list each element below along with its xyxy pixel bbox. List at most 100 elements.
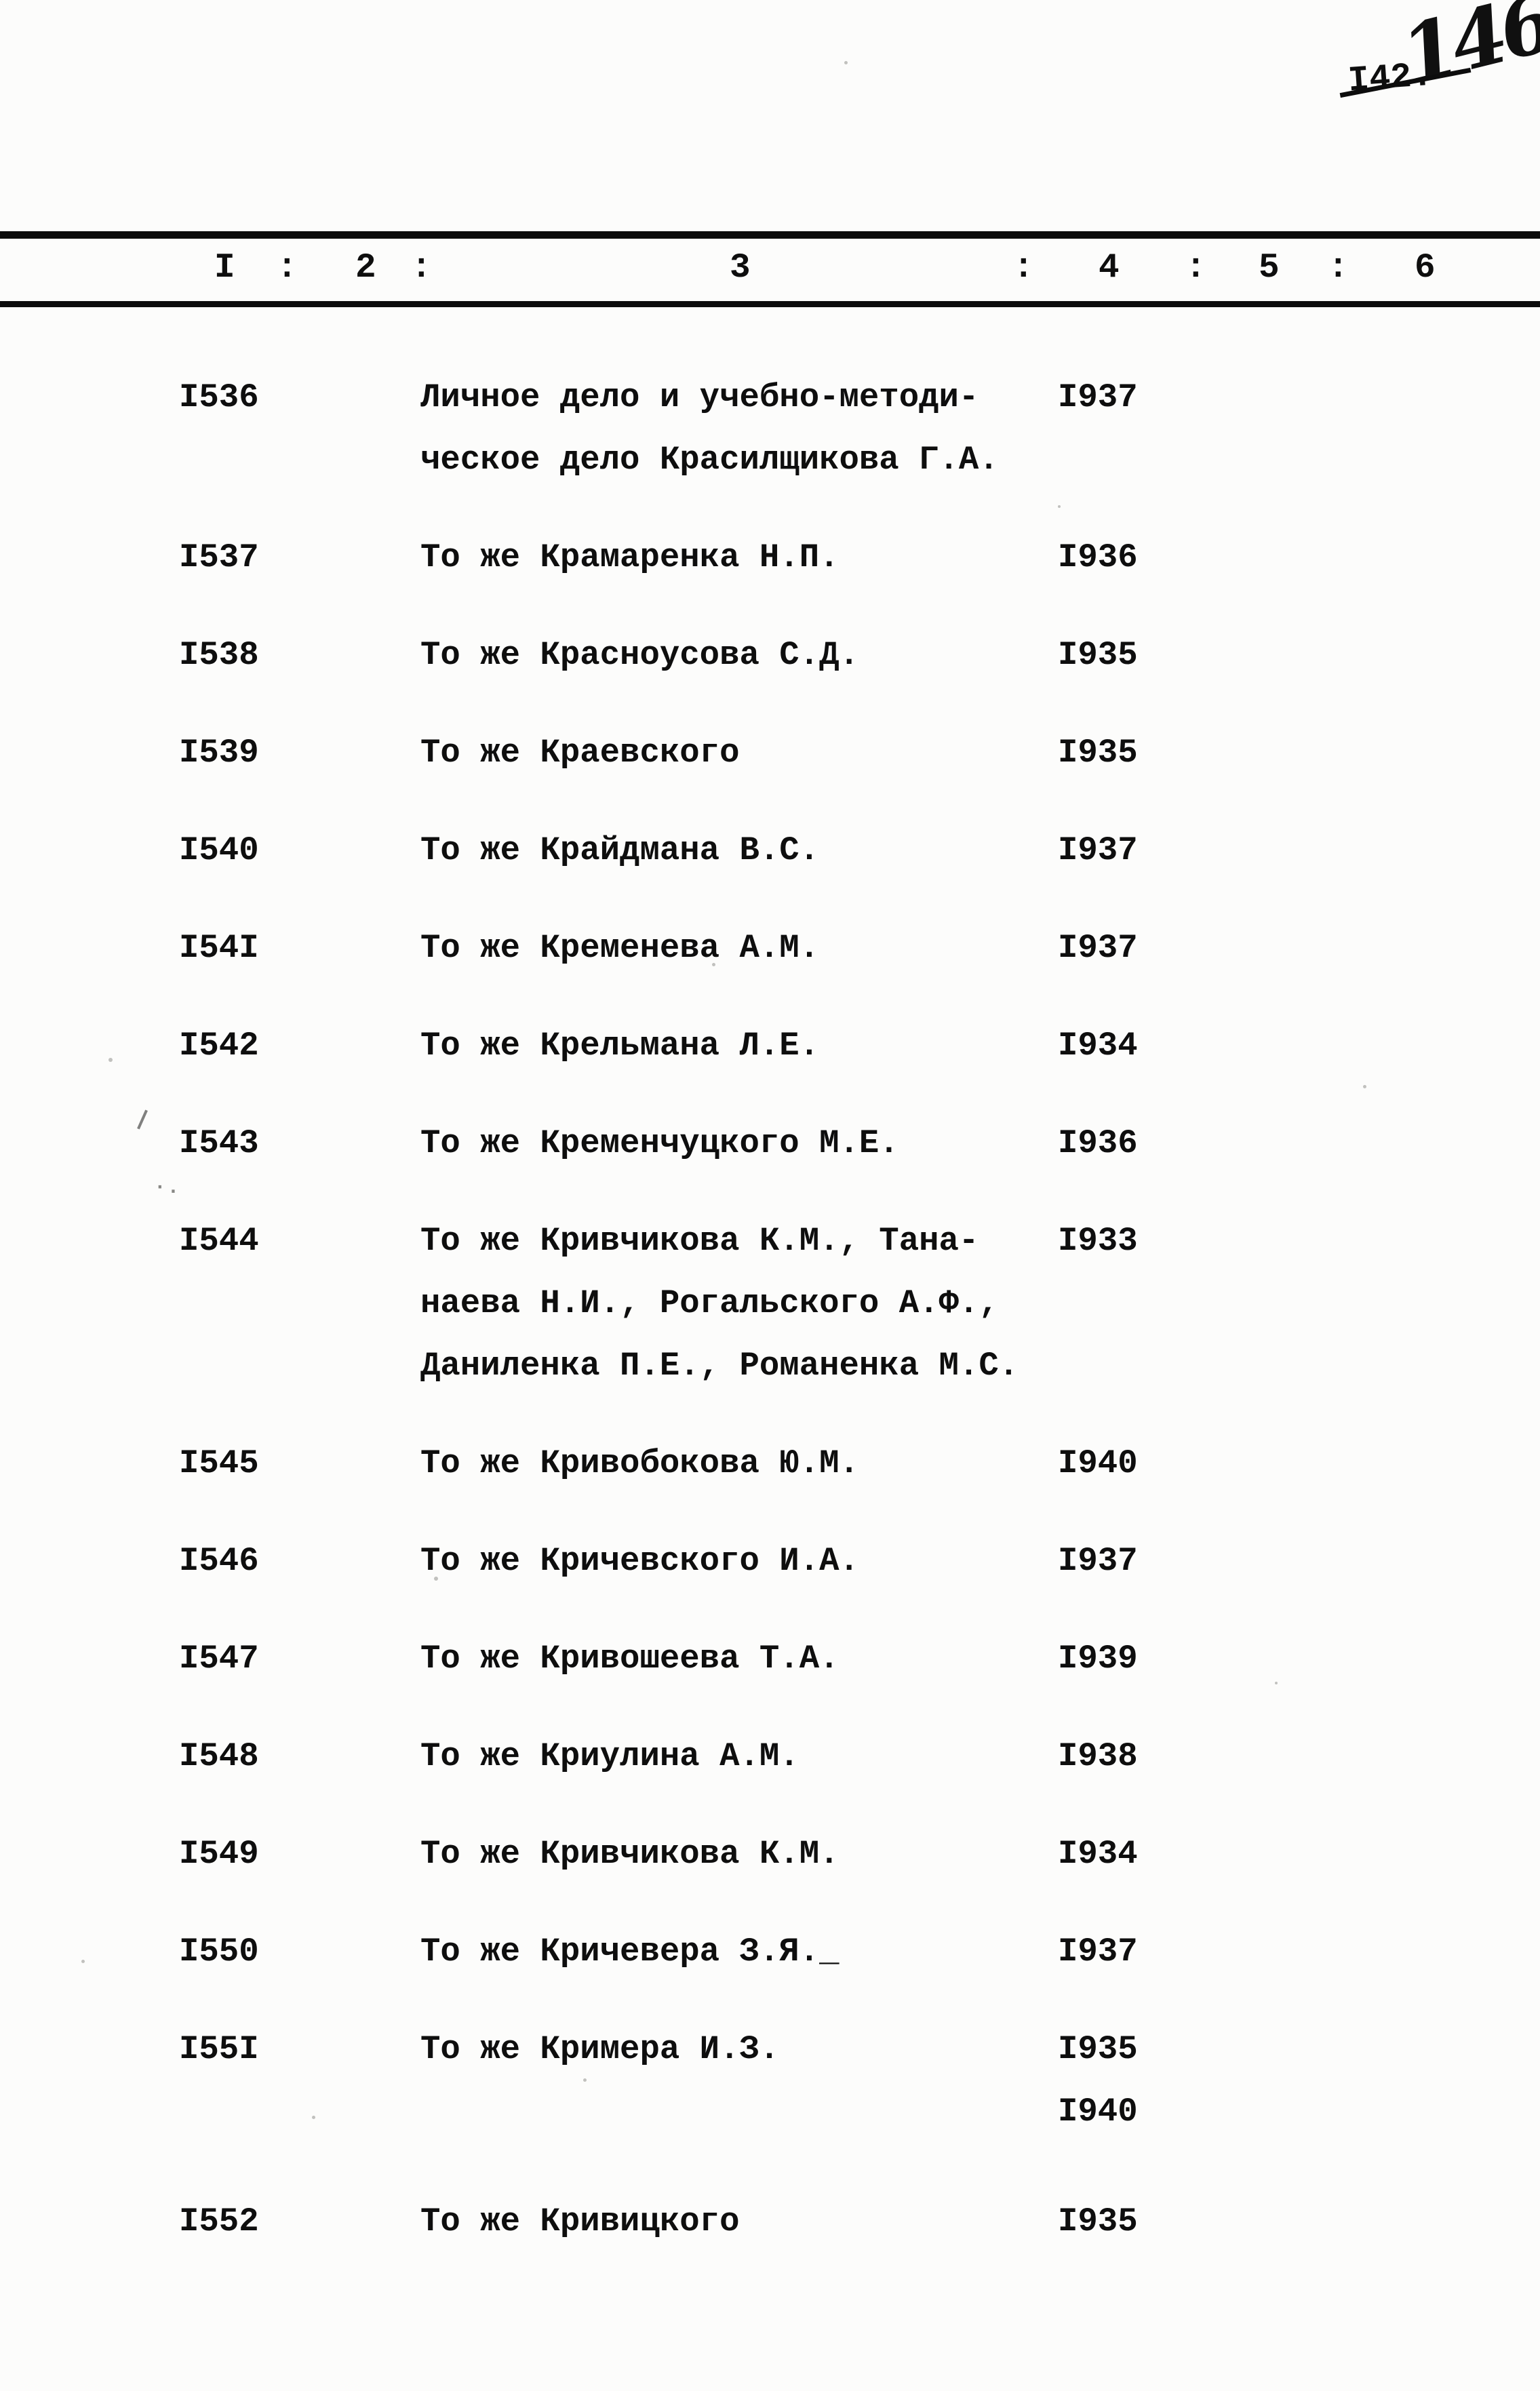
description-line: То же Кривчикова К.М. <box>420 1835 840 1873</box>
description-line: Личное дело и учебно-методи- <box>420 378 979 416</box>
case-years: I935 <box>1058 2190 1275 2253</box>
table-row: I552 То же Кривицкого I935 <box>0 2190 1540 2253</box>
case-number: I546 <box>179 1542 259 1580</box>
description-line: То же Кривобокова Ю.М. <box>420 1444 859 1482</box>
case-years: I937 <box>1058 819 1275 882</box>
year-value: I935 <box>1058 2030 1138 2068</box>
case-years: I936 <box>1058 526 1275 589</box>
description-line: То же Крайдмана В.С. <box>420 831 820 869</box>
scan-speckle <box>81 1960 85 1963</box>
scan-speckle <box>583 2078 587 2082</box>
description-line: То же Красноусова С.Д. <box>420 636 859 674</box>
case-description: То же Криулина А.М. <box>420 1725 1058 1787</box>
year-value: I934 <box>1058 1835 1138 1873</box>
column-header-2: 2 <box>355 249 376 288</box>
case-description: То же Крайдмана В.С. <box>420 819 1058 882</box>
year-value: I933 <box>1058 1222 1138 1260</box>
case-description: То же Кричевера З.Я._ <box>420 1920 1058 1983</box>
case-number: I539 <box>179 734 259 772</box>
description-line: То же Кременева А.М. <box>420 929 820 967</box>
case-years: I934 <box>1058 1014 1275 1077</box>
description-line: Даниленка П.Е., Романенка М.С. <box>420 1347 1019 1385</box>
case-number: I548 <box>179 1737 259 1775</box>
description-line: То же Криулина А.М. <box>420 1737 799 1775</box>
year-value: I937 <box>1058 929 1138 967</box>
scan-speckle <box>108 1058 113 1062</box>
case-description: То же Кривошеева Т.А. <box>420 1627 1058 1690</box>
description-line: То же Кривошеева Т.А. <box>420 1640 840 1678</box>
case-description: То же Красноусова С.Д. <box>420 624 1058 686</box>
description-line: То же Кривчикова К.М., Тана- <box>420 1222 979 1260</box>
case-description: То же Кривчикова К.М., Тана- наева Н.И.,… <box>420 1210 1058 1397</box>
case-number: I538 <box>179 636 259 674</box>
case-description: То же Кривобокова Ю.М. <box>420 1432 1058 1495</box>
case-number: I545 <box>179 1444 259 1482</box>
scan-speckle <box>1058 505 1061 508</box>
year-value: I935 <box>1058 734 1138 772</box>
year-value: I937 <box>1058 831 1138 869</box>
description-line: То же Крамаренка Н.П. <box>420 538 840 576</box>
year-value: I937 <box>1058 1933 1138 1971</box>
year-value: I937 <box>1058 378 1138 416</box>
column-header-6: 6 <box>1415 249 1436 288</box>
typed-page-number: I42. <box>1339 56 1472 101</box>
description-line: ческое дело Красилщикова Г.А. <box>420 441 999 479</box>
case-description: То же Краевского <box>420 722 1058 784</box>
case-number: I536 <box>179 378 259 416</box>
case-years: I936 <box>1058 1112 1275 1174</box>
case-number: I549 <box>179 1835 259 1873</box>
scan-speckle <box>1363 1085 1366 1088</box>
description-line: То же Кричевера З.Я._ <box>420 1933 840 1971</box>
case-number: I543 <box>179 1124 259 1162</box>
case-years: I937 <box>1058 366 1275 491</box>
table-row: I540 То же Крайдмана В.С. I937 <box>0 819 1540 882</box>
case-description: То же Кривчикова К.М. <box>420 1823 1058 1885</box>
case-description: То же Кременчуцкого М.Е. <box>420 1112 1058 1174</box>
description-line: То же Кримера И.З. <box>420 2030 780 2068</box>
table-row: I538 То же Красноусова С.Д. I935 <box>0 624 1540 686</box>
description-line: То же Краевского <box>420 734 740 772</box>
case-description: То же Кривицкого <box>420 2190 1058 2253</box>
case-years: I937 <box>1058 1530 1275 1592</box>
case-description: То же Кременева А.М. <box>420 917 1058 979</box>
table-row: I548 То же Криулина А.М. I938 <box>0 1725 1540 1787</box>
description-line: То же Кричевского И.А. <box>420 1542 859 1580</box>
year-value: I940 <box>1058 1444 1138 1482</box>
header-rule-top <box>0 231 1540 239</box>
year-value: I936 <box>1058 538 1138 576</box>
description-line: То же Крельмана Л.Е. <box>420 1027 820 1065</box>
scan-speckle <box>312 2116 315 2119</box>
year-value: I935 <box>1058 636 1138 674</box>
case-description: То же Кричевского И.А. <box>420 1530 1058 1592</box>
table-row: I546 То же Кричевского И.А. I937 <box>0 1530 1540 1592</box>
case-number: I552 <box>179 2202 259 2240</box>
case-number: I547 <box>179 1640 259 1678</box>
column-separator: : <box>1185 249 1206 288</box>
description-line: наева Н.И., Рогальского А.Ф., <box>420 1284 999 1322</box>
column-header-1: I <box>214 249 235 288</box>
case-description: Личное дело и учебно-методи- ческое дело… <box>420 366 1058 491</box>
year-value: I937 <box>1058 1542 1138 1580</box>
column-header-5: 5 <box>1259 249 1280 288</box>
case-description: То же Крамаренка Н.П. <box>420 526 1058 589</box>
year-value: I940 <box>1058 2093 1138 2131</box>
case-number: I544 <box>179 1222 259 1260</box>
case-years: I935 <box>1058 624 1275 686</box>
table-row: I539 То же Краевского I935 <box>0 722 1540 784</box>
table-row: I549 То же Кривчикова К.М. I934 <box>0 1823 1540 1885</box>
table-row: I536 Личное дело и учебно-методи- ческое… <box>0 366 1540 491</box>
table-row: I542 То же Крельмана Л.Е. I934 <box>0 1014 1540 1077</box>
scan-speckle <box>434 1577 438 1581</box>
table-row: I54I То же Кременева А.М. I937 <box>0 917 1540 979</box>
case-years: I933 <box>1058 1210 1275 1397</box>
case-description: То же Кримера И.З. <box>420 2018 1058 2143</box>
case-years: I937 <box>1058 917 1275 979</box>
column-separator: : <box>1013 249 1034 288</box>
inventory-table: I536 Личное дело и учебно-методи- ческое… <box>0 366 1540 2288</box>
scan-speckle <box>712 963 715 966</box>
case-years: I939 <box>1058 1627 1275 1690</box>
table-row: I544 То же Кривчикова К.М., Тана- наева … <box>0 1210 1540 1397</box>
table-row: I55I То же Кримера И.З. I935 I940 <box>0 2018 1540 2143</box>
case-description: То же Крельмана Л.Е. <box>420 1014 1058 1077</box>
year-value: I938 <box>1058 1737 1138 1775</box>
